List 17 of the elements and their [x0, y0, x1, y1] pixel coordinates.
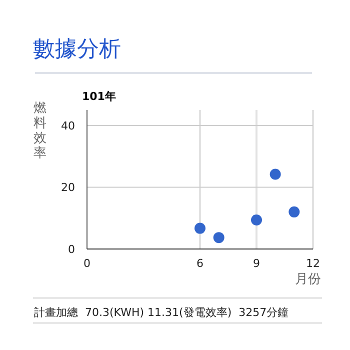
point: [270, 168, 281, 180]
text: 計畫加總 70.3(KWH) 11.31(發電效率) 3257分鐘: [34, 306, 289, 319]
x-tick-label: 12: [306, 257, 320, 270]
chart-subtitle: 101年: [82, 90, 116, 103]
x-axis-title: 月份: [295, 272, 321, 287]
point: [194, 222, 206, 234]
y-tick-label: 20: [61, 181, 75, 194]
x-tick-label: 6: [196, 257, 204, 270]
point: [213, 232, 224, 244]
y-axis-title: 燃料效率: [34, 101, 46, 161]
y-tick-label: 40: [61, 119, 75, 132]
point: [251, 214, 262, 226]
point: [288, 206, 300, 218]
x-tick-label: 9: [253, 257, 260, 270]
x-tick-label: 0: [84, 257, 90, 270]
chart-title: 數據分析: [33, 37, 121, 62]
y-tick-label: 0: [68, 243, 75, 256]
